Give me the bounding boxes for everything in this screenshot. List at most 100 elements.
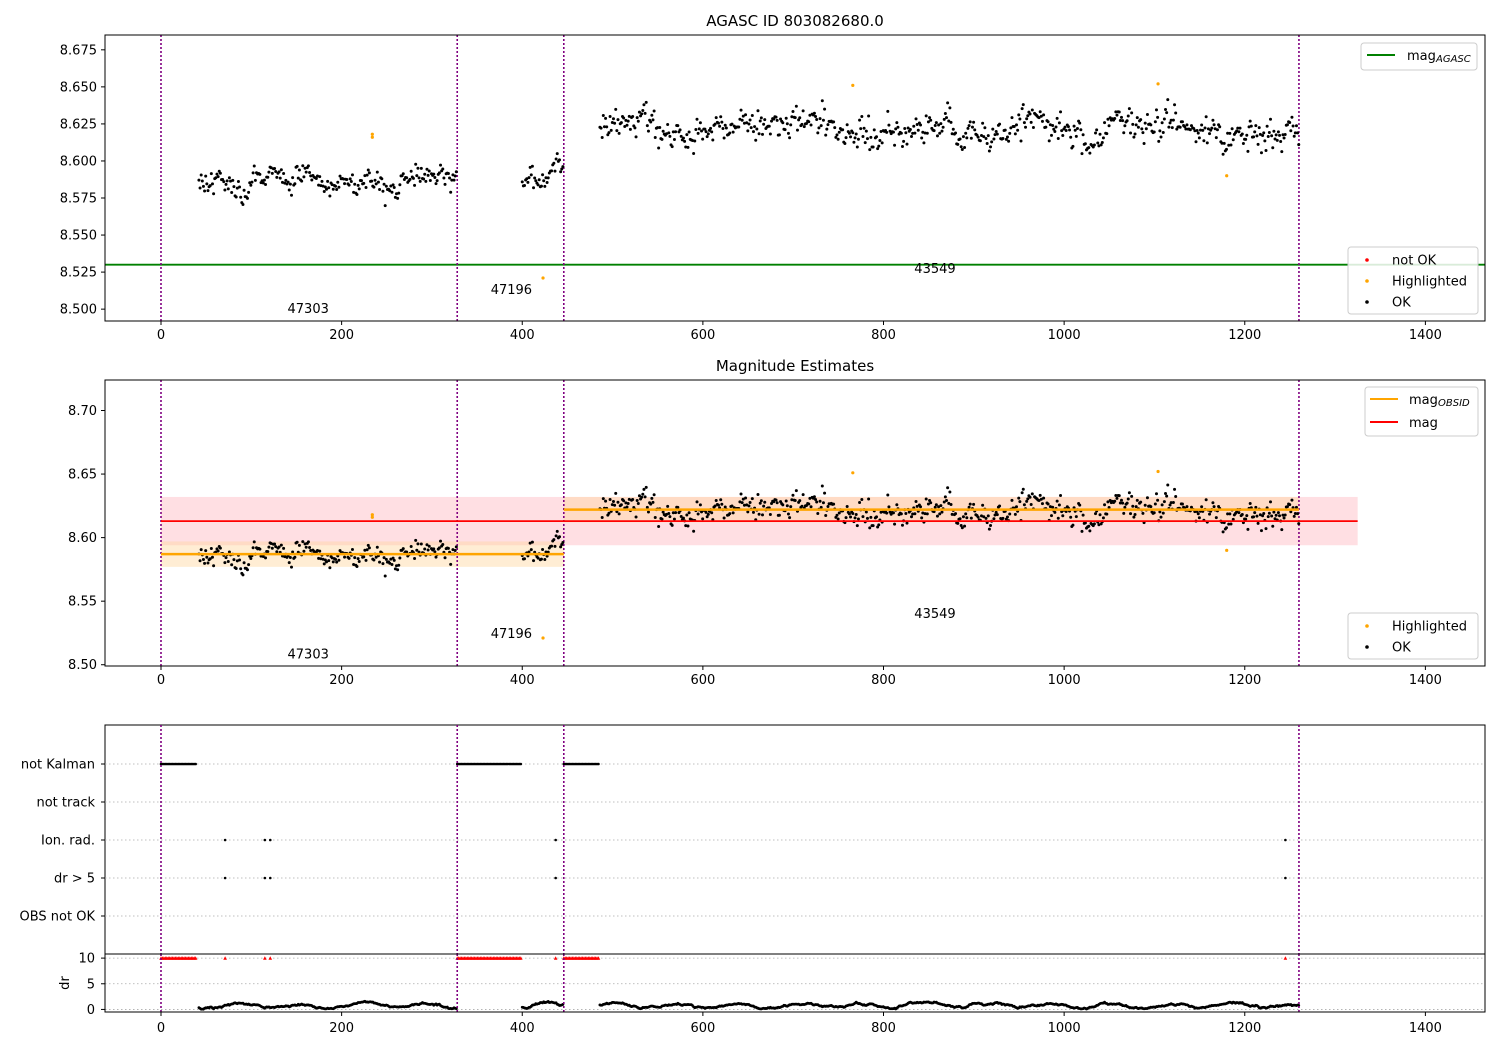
- ok-point: [267, 170, 271, 174]
- ok-point: [886, 493, 890, 497]
- ok-point: [1274, 133, 1278, 137]
- ok-point: [895, 121, 899, 125]
- ok-point: [631, 115, 635, 119]
- ok-point: [1259, 151, 1263, 155]
- ok-point: [388, 189, 392, 193]
- ok-point: [756, 493, 760, 497]
- ok-point: [802, 125, 806, 129]
- ok-point: [877, 144, 881, 148]
- ok-point: [671, 511, 675, 515]
- ok-point: [888, 129, 892, 133]
- ok-point: [739, 492, 743, 496]
- obsid-label: 47196: [491, 627, 532, 642]
- ok-point: [759, 116, 763, 120]
- legend-mag-agasc-sub: AGASC: [1435, 54, 1471, 65]
- ok-point: [891, 511, 895, 515]
- ok-point: [560, 167, 564, 171]
- ok-point: [1224, 526, 1228, 530]
- ok-point: [774, 115, 778, 119]
- ok-point: [627, 114, 631, 118]
- ok-point: [851, 131, 855, 135]
- flag-point: [1284, 876, 1287, 880]
- ok-point: [845, 123, 849, 127]
- obsid-label: 43549: [914, 607, 955, 622]
- ok-point: [821, 118, 825, 122]
- ok-point: [214, 550, 218, 554]
- ok-point: [1037, 116, 1041, 120]
- ok-point: [227, 176, 231, 180]
- ok-point: [875, 135, 879, 139]
- ok-point: [1119, 498, 1123, 502]
- ok-point: [1122, 131, 1126, 135]
- ok-point: [619, 503, 623, 507]
- ok-point: [653, 136, 657, 140]
- ok-point: [1159, 135, 1163, 139]
- ok-point: [1229, 522, 1233, 526]
- ok-point: [1253, 130, 1257, 134]
- ok-point: [366, 543, 370, 547]
- ok-point: [1134, 123, 1138, 127]
- ok-point: [542, 179, 546, 183]
- ok-point: [695, 500, 699, 504]
- ok-point: [1184, 127, 1188, 131]
- ok-point: [278, 176, 282, 180]
- ok-point: [229, 179, 233, 183]
- ok-point: [1200, 505, 1204, 509]
- ok-point: [789, 123, 793, 127]
- ok-point: [1083, 142, 1087, 146]
- x-tick-label: 0: [157, 1021, 165, 1036]
- ok-point: [1051, 505, 1055, 509]
- ok-point: [1271, 146, 1275, 150]
- ok-point: [362, 181, 366, 185]
- ok-point: [453, 549, 457, 553]
- ok-point: [714, 116, 718, 120]
- ok-point: [670, 523, 674, 527]
- ok-point: [1194, 140, 1198, 144]
- ok-point: [774, 498, 778, 502]
- ok-point: [1197, 136, 1201, 140]
- ok-point: [704, 510, 708, 514]
- ok-point: [697, 127, 701, 131]
- ok-point: [741, 497, 745, 501]
- ok-point: [856, 137, 860, 141]
- ok-point: [1127, 107, 1131, 111]
- ok-point: [722, 516, 726, 520]
- ok-point: [1261, 514, 1265, 518]
- ok-point: [793, 116, 797, 120]
- ok-point: [454, 545, 458, 549]
- ok-point: [550, 544, 554, 548]
- ok-point: [1231, 138, 1235, 142]
- ok-point: [1081, 133, 1085, 137]
- legend-line-label: mag: [1409, 416, 1438, 431]
- ok-point: [747, 122, 751, 126]
- ok-point: [1068, 128, 1072, 132]
- ok-point: [439, 163, 443, 167]
- ok-point: [554, 534, 558, 538]
- ok-point: [835, 513, 839, 517]
- ok-point: [818, 499, 822, 503]
- ok-point: [954, 131, 958, 135]
- ok-point: [1113, 499, 1117, 503]
- ok-point: [972, 502, 976, 506]
- ok-point: [1269, 117, 1273, 121]
- ok-point: [1103, 503, 1107, 507]
- highlighted-point: [541, 636, 545, 640]
- obsid-label: 47303: [288, 648, 329, 663]
- ok-point: [865, 137, 869, 141]
- ok-point: [529, 173, 533, 177]
- ok-point: [532, 186, 536, 190]
- ok-point: [993, 133, 997, 137]
- ok-point: [554, 157, 558, 161]
- ok-point: [251, 546, 255, 550]
- ok-point: [987, 527, 991, 531]
- ok-point: [1072, 124, 1076, 128]
- ok-point: [451, 548, 455, 552]
- ok-point: [1078, 503, 1082, 507]
- ok-point: [315, 174, 319, 178]
- ok-point: [1051, 124, 1055, 128]
- ok-point: [684, 524, 688, 528]
- ok-point: [1263, 139, 1267, 143]
- ok-point: [1164, 108, 1168, 112]
- ok-point: [798, 499, 802, 503]
- ok-point: [760, 513, 764, 517]
